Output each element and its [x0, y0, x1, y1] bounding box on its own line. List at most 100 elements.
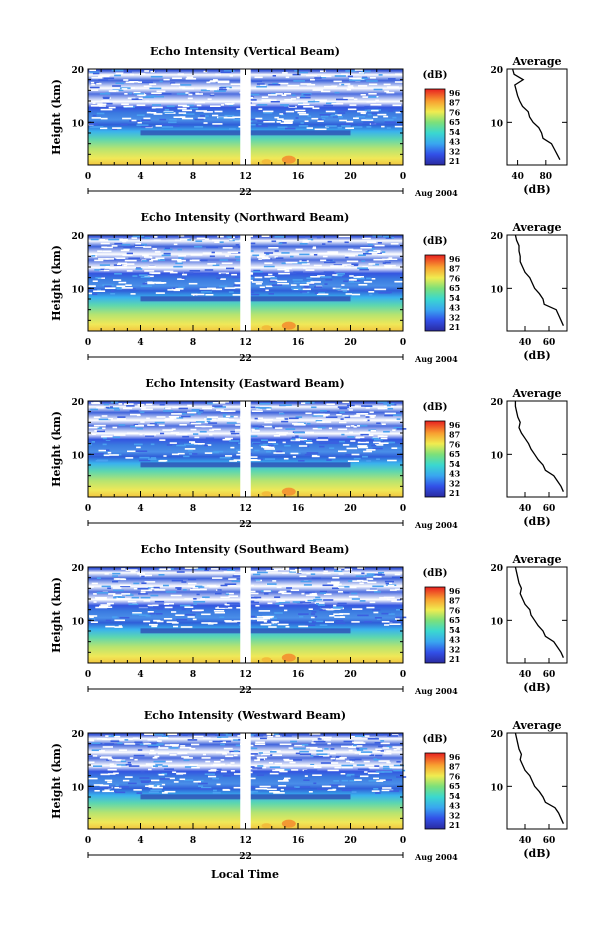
average-title: Average — [511, 55, 561, 68]
heatmap-cell — [121, 103, 129, 105]
heatmap-cell — [365, 117, 372, 120]
heatmap-cell — [299, 786, 311, 788]
heatmap-cell — [177, 259, 186, 262]
heatmap-cell — [182, 87, 194, 90]
heatmap-cell — [229, 239, 240, 242]
heatmap-cell — [361, 119, 374, 121]
heatmap-cell — [171, 428, 176, 431]
heatmap-cell — [133, 91, 141, 94]
x-tick-label: 12 — [239, 172, 252, 182]
heatmap-cell — [115, 72, 124, 75]
heatmap-cell — [265, 253, 270, 255]
heatmap-cell — [183, 113, 195, 115]
heatmap-cell — [276, 586, 282, 589]
heatmap-cell — [175, 614, 185, 616]
heatmap-cell — [387, 258, 398, 260]
heatmap-cell — [292, 436, 299, 439]
heatmap-cell — [144, 433, 157, 436]
heatmap-cell — [348, 248, 354, 251]
heatmap-cell — [110, 293, 116, 295]
heatmap-cell — [363, 121, 375, 124]
average-x-tick-label: 40 — [519, 836, 532, 846]
heatmap-cell — [284, 270, 290, 272]
heatmap-cell — [137, 81, 142, 83]
heatmap-cell — [213, 79, 218, 81]
heatmap-cell — [266, 620, 270, 623]
heatmap-cell — [259, 286, 265, 288]
heatmap-cell — [294, 431, 306, 434]
heatmap-cell — [341, 284, 345, 286]
heatmap-cell — [120, 249, 130, 252]
heatmap-cell — [123, 264, 128, 267]
heatmap-cell — [319, 590, 327, 593]
heatmap-cell — [189, 764, 199, 766]
heatmap-cell — [339, 407, 348, 410]
heatmap-cell — [329, 447, 335, 449]
heatmap-cell — [136, 427, 144, 430]
x-tick-label: 8 — [190, 172, 196, 182]
heatmap-cell — [212, 792, 221, 794]
heatmap-cell — [232, 116, 243, 118]
heatmap-cell — [178, 286, 185, 289]
heatmap-cell — [319, 624, 328, 626]
heatmap-cell — [89, 616, 94, 618]
heatmap-cell — [272, 580, 277, 582]
heatmap-cell — [273, 435, 281, 437]
heatmap-cell — [196, 104, 202, 107]
heatmap-cell — [163, 270, 174, 273]
heatmap-cell — [310, 607, 319, 610]
heatmap-cell — [385, 419, 398, 422]
colorbar — [424, 586, 446, 664]
heatmap-cell — [154, 282, 167, 284]
heatmap-cell — [327, 769, 339, 772]
heatmap-cell — [198, 782, 208, 785]
heatmap-cell — [121, 240, 127, 243]
heatmap-cell — [175, 262, 183, 265]
heatmap-cell — [184, 598, 193, 600]
average-frame — [506, 234, 568, 332]
heatmap-cell — [381, 621, 393, 623]
heatmap-cell — [94, 269, 101, 271]
heatmap-cell — [92, 755, 98, 757]
heatmap-cell — [251, 430, 260, 432]
heatmap-cell — [218, 272, 229, 275]
heatmap-cell — [376, 401, 388, 403]
heatmap-cell — [102, 250, 112, 253]
heatmap-cell — [149, 623, 158, 626]
heatmap-cell — [295, 416, 303, 418]
heatmap-cell — [263, 620, 268, 623]
heatmap-cell — [219, 88, 227, 91]
heatmap-cell — [306, 442, 313, 444]
heatmap-cell — [344, 416, 351, 418]
heatmap-cell — [323, 104, 333, 107]
heatmap-cell — [225, 620, 238, 623]
heatmap-cell — [155, 784, 160, 787]
heatmap-cell — [372, 436, 379, 439]
heatmap-cell — [373, 88, 383, 91]
heatmap-cell — [324, 748, 329, 750]
heatmap-cell — [139, 433, 143, 436]
heatmap-cell — [367, 738, 379, 740]
heatmap-cell — [221, 734, 233, 736]
heatmap-cell — [317, 738, 322, 740]
heatmap-cell — [149, 742, 159, 744]
heatmap-cell — [100, 127, 108, 130]
heatmap-cell — [263, 590, 271, 592]
heatmap-cell — [263, 265, 275, 268]
heatmap-cell — [260, 758, 264, 761]
data-gap — [240, 235, 251, 331]
heatmap-cell — [321, 75, 332, 78]
heatmap-cell — [181, 756, 189, 758]
heatmap-cell — [360, 433, 369, 436]
heatmap-cell — [381, 251, 386, 253]
heatmap-cell — [154, 783, 162, 786]
heatmap-cell — [120, 585, 131, 588]
average-y-tick-label: 20 — [490, 730, 503, 740]
heatmap-cell — [268, 273, 273, 276]
heatmap-cell — [274, 596, 281, 598]
colorbar-tick-label: 65 — [449, 117, 460, 127]
heatmap-cell — [328, 427, 332, 430]
heatmap-cell — [234, 286, 242, 289]
heatmap-cell — [182, 105, 190, 108]
heatmap-cell — [91, 83, 95, 86]
